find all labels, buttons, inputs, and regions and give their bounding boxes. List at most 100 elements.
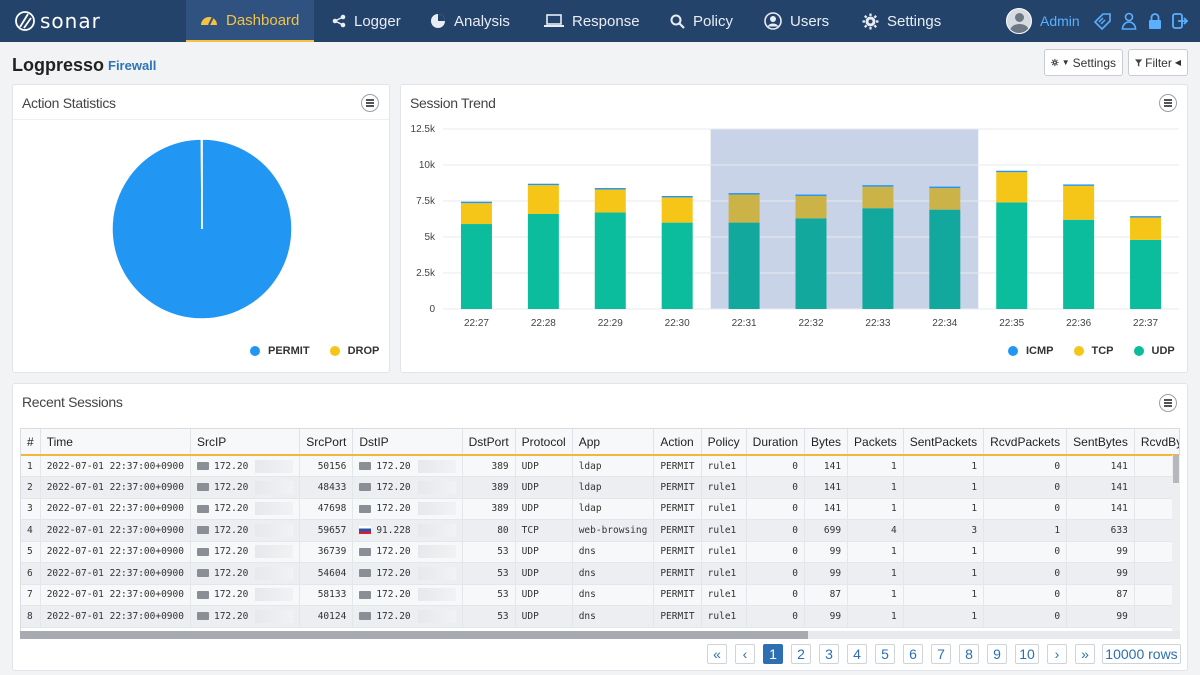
bar-tcp-2236[interactable] bbox=[1063, 185, 1095, 220]
page-10-button[interactable]: 10 bbox=[1015, 644, 1039, 664]
nav-policy[interactable]: Policy bbox=[656, 0, 747, 42]
nav-dashboard[interactable]: Dashboard bbox=[186, 0, 314, 42]
column-header[interactable]: Policy bbox=[701, 429, 747, 456]
column-header[interactable]: Bytes bbox=[804, 429, 849, 456]
bar-udp-2234[interactable] bbox=[929, 209, 961, 309]
nav-response[interactable]: Response bbox=[530, 0, 654, 42]
column-header[interactable]: Time bbox=[40, 429, 191, 456]
column-header[interactable]: Duration bbox=[746, 429, 806, 456]
tag-icon[interactable] bbox=[1094, 12, 1112, 30]
column-header[interactable]: App bbox=[572, 429, 655, 456]
page-subtitle[interactable]: Firewall bbox=[108, 58, 157, 73]
table-row[interactable]: 6 2022-07-01 22:37:00+0900 172.20 54604 172.… bbox=[21, 562, 1179, 585]
page-6-button[interactable]: 6 bbox=[903, 644, 923, 664]
bar-tcp-2227[interactable] bbox=[460, 203, 492, 225]
bar-tcp-2234[interactable] bbox=[929, 188, 961, 210]
bar-tcp-2232[interactable] bbox=[795, 195, 827, 219]
prev-page-button[interactable]: ‹ bbox=[735, 644, 755, 664]
bar-tcp-2229[interactable] bbox=[594, 189, 626, 213]
legend-item-tcp[interactable]: TCP bbox=[1073, 345, 1114, 357]
bar-udp-2235[interactable] bbox=[996, 202, 1028, 309]
nav-analysis[interactable]: Analysis bbox=[416, 0, 524, 42]
bar-udp-2232[interactable] bbox=[795, 218, 827, 309]
bar-icmp-2235[interactable] bbox=[996, 170, 1028, 173]
column-header[interactable]: # bbox=[21, 429, 41, 456]
column-header[interactable]: RcvdPackets bbox=[983, 429, 1068, 456]
nav-logger[interactable]: Logger bbox=[318, 0, 415, 42]
panel-menu-icon[interactable] bbox=[361, 94, 379, 112]
page-8-button[interactable]: 8 bbox=[959, 644, 979, 664]
table-row[interactable]: 4 2022-07-01 22:37:00+0900 172.20 59657 91.2… bbox=[21, 519, 1179, 542]
panel-menu-icon[interactable] bbox=[1159, 94, 1177, 112]
bar-icmp-2233[interactable] bbox=[862, 185, 894, 187]
first-page-button[interactable]: « bbox=[707, 644, 727, 664]
table-row[interactable]: 8 2022-07-01 22:37:00+0900 172.20 40124 172.… bbox=[21, 605, 1179, 628]
column-header[interactable]: SrcIP bbox=[190, 429, 301, 456]
table-row[interactable]: 5 2022-07-01 22:37:00+0900 172.20 36739 172.… bbox=[21, 541, 1179, 563]
legend-item-udp[interactable]: UDP bbox=[1133, 345, 1175, 357]
column-header[interactable]: Packets bbox=[847, 429, 904, 456]
legend-item-drop[interactable]: DROP bbox=[329, 345, 379, 357]
page-3-button[interactable]: 3 bbox=[819, 644, 839, 664]
bar-tcp-2235[interactable] bbox=[996, 172, 1028, 203]
filter-button[interactable]: Filter ◀ bbox=[1128, 49, 1188, 76]
bar-udp-2230[interactable] bbox=[661, 222, 693, 309]
username[interactable]: Admin bbox=[1040, 13, 1080, 29]
bar-icmp-2231[interactable] bbox=[728, 193, 760, 195]
column-header[interactable]: Protocol bbox=[515, 429, 573, 456]
bar-icmp-2237[interactable] bbox=[1130, 216, 1162, 218]
bar-tcp-2237[interactable] bbox=[1130, 217, 1162, 240]
legend-item-permit[interactable]: PERMIT bbox=[250, 345, 310, 357]
pie-slice-drop[interactable] bbox=[200, 138, 203, 230]
page-7-button[interactable]: 7 bbox=[931, 644, 951, 664]
bar-icmp-2232[interactable] bbox=[795, 194, 827, 196]
settings-button[interactable]: ▼ Settings bbox=[1044, 49, 1123, 76]
bar-tcp-2228[interactable] bbox=[527, 185, 559, 214]
column-header[interactable]: SrcPort bbox=[299, 429, 354, 456]
table-row[interactable]: 1 2022-07-01 22:37:00+0900 172.20 50156 172.… bbox=[21, 455, 1179, 477]
bar-udp-2228[interactable] bbox=[527, 213, 559, 309]
bar-udp-2227[interactable] bbox=[460, 224, 492, 309]
logout-icon[interactable] bbox=[1172, 12, 1190, 30]
page-5-button[interactable]: 5 bbox=[875, 644, 895, 664]
page-1-button[interactable]: 1 bbox=[763, 644, 783, 664]
sonar-logo[interactable]: sonar bbox=[14, 9, 101, 33]
bar-udp-2233[interactable] bbox=[862, 208, 894, 309]
page-4-button[interactable]: 4 bbox=[847, 644, 867, 664]
table-row[interactable]: 7 2022-07-01 22:37:00+0900 172.20 58133 172.… bbox=[21, 584, 1179, 606]
last-page-button[interactable]: » bbox=[1075, 644, 1095, 664]
bar-icmp-2227[interactable] bbox=[460, 201, 492, 204]
column-header[interactable]: SentBytes bbox=[1066, 429, 1135, 456]
page-2-button[interactable]: 2 bbox=[791, 644, 811, 664]
column-header[interactable]: RcvdBytes bbox=[1134, 429, 1179, 456]
scroll-thumb[interactable] bbox=[20, 631, 808, 639]
bar-icmp-2230[interactable] bbox=[661, 195, 693, 198]
bar-icmp-2228[interactable] bbox=[527, 183, 559, 186]
bar-tcp-2233[interactable] bbox=[862, 186, 894, 209]
horizontal-scrollbar[interactable] bbox=[20, 631, 1180, 639]
table-row[interactable]: 3 2022-07-01 22:37:00+0900 172.20 47698 172.… bbox=[21, 498, 1179, 520]
column-header[interactable]: SentPackets bbox=[903, 429, 985, 456]
bar-icmp-2229[interactable] bbox=[594, 188, 626, 190]
column-header[interactable]: DstIP bbox=[352, 429, 463, 456]
bar-icmp-2236[interactable] bbox=[1063, 184, 1095, 186]
avatar[interactable] bbox=[1006, 8, 1032, 34]
legend-item-icmp[interactable]: ICMP bbox=[1008, 345, 1054, 357]
bar-udp-2231[interactable] bbox=[728, 222, 760, 309]
bar-udp-2236[interactable] bbox=[1063, 219, 1095, 309]
next-page-button[interactable]: › bbox=[1047, 644, 1067, 664]
column-header[interactable]: Action bbox=[653, 429, 702, 456]
vertical-scrollbar[interactable] bbox=[1172, 455, 1180, 631]
rows-count-button[interactable]: 10000 rows bbox=[1102, 644, 1181, 664]
page-9-button[interactable]: 9 bbox=[987, 644, 1007, 664]
column-header[interactable]: DstPort bbox=[462, 429, 516, 456]
nav-users[interactable]: Users bbox=[750, 0, 843, 42]
bar-icmp-2234[interactable] bbox=[929, 186, 961, 189]
bar-udp-2237[interactable] bbox=[1130, 239, 1162, 309]
bar-udp-2229[interactable] bbox=[594, 212, 626, 309]
lock-icon[interactable] bbox=[1146, 12, 1164, 30]
bar-tcp-2231[interactable] bbox=[728, 194, 760, 223]
table-row[interactable]: 2 2022-07-01 22:37:00+0900 172.20 48433 172.… bbox=[21, 476, 1179, 499]
nav-settings[interactable]: Settings bbox=[848, 0, 955, 42]
person-icon[interactable] bbox=[1120, 12, 1138, 30]
